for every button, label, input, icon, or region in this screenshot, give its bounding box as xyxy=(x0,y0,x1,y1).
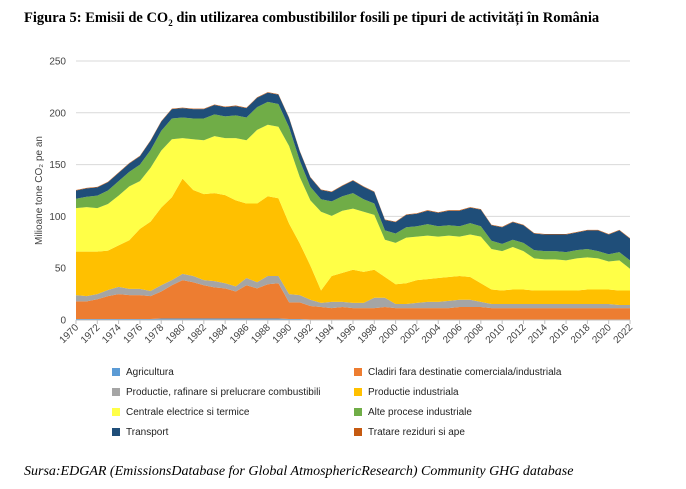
area-series-2 xyxy=(76,273,630,309)
chart-legend: Agricultura Cladiri fara destinatie comer… xyxy=(112,364,632,440)
legend-item: Alte procese industriale xyxy=(354,404,614,420)
figure-title-subscript: 2 xyxy=(168,17,173,28)
x-tick-label: 1984 xyxy=(207,322,231,346)
legend-swatch xyxy=(354,368,362,376)
y-tick-label: 100 xyxy=(49,212,66,223)
x-tick-label: 1972 xyxy=(79,322,103,346)
legend-swatch xyxy=(112,368,120,376)
y-tick-label: 0 xyxy=(60,316,66,327)
area-series-group xyxy=(76,92,630,320)
x-tick-label: 1992 xyxy=(292,322,316,346)
x-tick-label: 1982 xyxy=(185,322,209,346)
x-tick-label: 2014 xyxy=(526,322,550,346)
figure-source: Sursa:EDGAR (EmissionsDatabase for Globa… xyxy=(24,464,574,479)
x-tick-label: 1988 xyxy=(249,322,273,346)
legend-swatch xyxy=(112,388,120,396)
legend-label: Productie industriala xyxy=(368,386,459,398)
legend-item: Agricultura xyxy=(112,364,344,380)
x-tick-label: 2000 xyxy=(377,322,401,346)
figure-title-prefix: Figura 5: Emisii de CO xyxy=(24,10,169,26)
x-tick-label: 2006 xyxy=(441,322,465,346)
x-tick-label: 1986 xyxy=(228,322,252,346)
axes: 0501001502002501970197219741976197819801… xyxy=(49,57,635,346)
y-tick-label: 250 xyxy=(49,57,66,68)
figure-title: Figura 5: Emisii de CO2 din utilizarea c… xyxy=(24,10,674,28)
x-tick-label: 1998 xyxy=(356,322,380,346)
legend-item: Tratare reziduri si ape xyxy=(354,424,614,440)
legend-label: Alte procese industriale xyxy=(368,406,472,418)
x-tick-label: 1974 xyxy=(100,322,124,346)
legend-item: Cladiri fara destinatie comerciala/indus… xyxy=(354,364,614,380)
legend-label: Productie, rafinare si prelucrare combus… xyxy=(126,386,321,398)
x-tick-label: 1978 xyxy=(143,322,167,346)
legend-swatch xyxy=(112,428,120,436)
legend-swatch xyxy=(354,388,362,396)
area-series-1 xyxy=(76,280,630,320)
x-tick-label: 1994 xyxy=(313,322,337,346)
x-tick-label: 1996 xyxy=(335,322,359,346)
legend-item: Productie, rafinare si prelucrare combus… xyxy=(112,384,344,400)
x-tick-label: 2004 xyxy=(420,322,444,346)
figure-title-suffix: din utilizarea combustibililor fosili pe… xyxy=(172,10,600,26)
area-series-6 xyxy=(76,92,630,261)
legend-item: Centrale electrice si termice xyxy=(112,404,344,420)
legend-swatch xyxy=(354,428,362,436)
legend-label: Transport xyxy=(126,426,169,438)
legend-label: Tratare reziduri si ape xyxy=(368,426,465,438)
y-tick-label: 50 xyxy=(55,264,67,275)
x-tick-label: 2022 xyxy=(612,322,636,346)
y-tick-label: 150 xyxy=(49,160,66,171)
legend-swatch xyxy=(112,408,120,416)
stacked-area-chart: 0501001502002501970197219741976197819801… xyxy=(34,57,635,346)
legend-item: Productie industriala xyxy=(354,384,614,400)
x-tick-label: 1980 xyxy=(164,322,188,346)
x-tick-label: 2010 xyxy=(484,322,508,346)
legend-label: Cladiri fara destinatie comerciala/indus… xyxy=(368,366,562,378)
legend-label: Agricultura xyxy=(126,366,174,378)
legend-item: Transport xyxy=(112,424,344,440)
area-series-5 xyxy=(76,101,630,269)
x-tick-label: 1990 xyxy=(271,322,295,346)
x-tick-label: 2016 xyxy=(548,322,572,346)
y-axis-label: Milioane tone CO₂ pe an xyxy=(34,136,45,245)
x-tick-label: 2012 xyxy=(505,322,529,346)
area-series-3 xyxy=(76,178,630,305)
x-tick-label: 2002 xyxy=(399,322,423,346)
y-tick-label: 200 xyxy=(49,108,66,119)
x-tick-label: 2018 xyxy=(569,322,593,346)
legend-label: Centrale electrice si termice xyxy=(126,406,250,418)
x-tick-label: 1976 xyxy=(122,322,146,346)
legend-swatch xyxy=(354,408,362,416)
x-tick-label: 2008 xyxy=(462,322,486,346)
x-tick-label: 2020 xyxy=(590,322,614,346)
